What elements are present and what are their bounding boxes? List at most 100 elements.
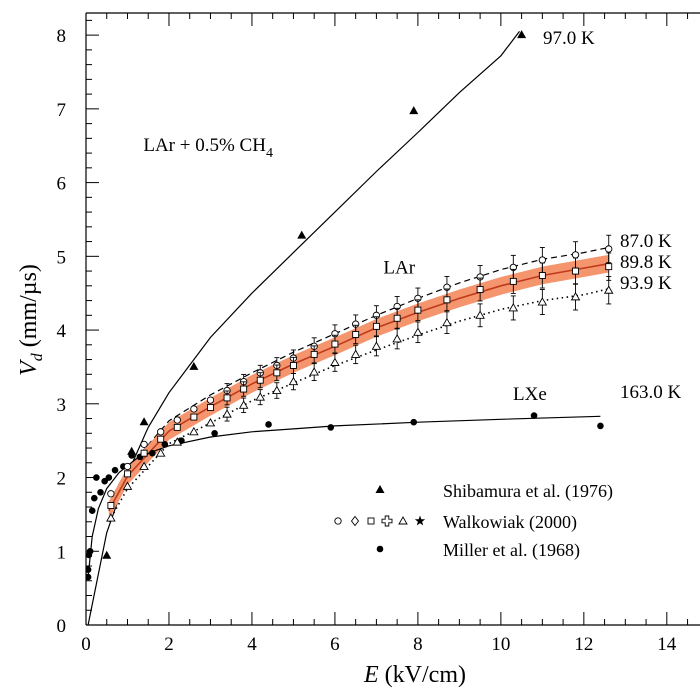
y-tick-label: 0: [57, 616, 67, 637]
plot-area: [86, 30, 614, 625]
data-point-shibamura: [409, 106, 419, 115]
x-axis-unit: (kV/cm): [379, 662, 466, 688]
fit-curve-1630k: [87, 415, 601, 578]
data-point-walkowiak: [352, 331, 360, 338]
data-point-walkowiak: [190, 413, 198, 421]
legend-label-walkowiak: Walkowiak (2000): [443, 512, 577, 533]
data-point-miller: [111, 466, 119, 474]
data-point-walkowiak: [123, 462, 132, 471]
uncertainty-band: [108, 254, 609, 520]
y-tick-label: 1: [57, 542, 67, 563]
data-point-walkowiak: [273, 369, 281, 377]
data-point-walkowiak: [222, 409, 232, 418]
data-point-walkowiak: [571, 251, 580, 259]
data-point-miller: [105, 474, 113, 481]
data-point-miller: [149, 449, 156, 457]
data-point-walkowiak: [371, 341, 382, 350]
data-point-walkowiak: [206, 396, 215, 404]
data-point-shibamura: [139, 417, 149, 426]
label-lar: LAr: [383, 257, 415, 278]
legend-marker-walkowiak-open-square: [367, 517, 375, 525]
data-point-walkowiak: [330, 357, 340, 366]
legend-marker-walkowiak-open-triangle: [398, 516, 408, 525]
data-point-miller: [97, 488, 104, 496]
y-tick-label: 8: [57, 26, 67, 47]
x-axis-var: E: [363, 662, 379, 688]
label-97k: 97.0 K: [543, 28, 595, 49]
x-tick-label: 8: [413, 634, 423, 655]
data-point-walkowiak: [605, 263, 613, 271]
legend: Shibamura et al. (1976) Walkowiak (2000) M…: [334, 481, 613, 561]
x-axis-title: E (kV/cm): [363, 662, 466, 688]
data-point-miller: [410, 418, 418, 426]
label-89-8k: 89.8 K: [620, 252, 672, 273]
data-point-walkowiak: [272, 385, 282, 394]
legend-label-shibamura: Shibamura et al. (1976): [443, 481, 613, 502]
data-point-walkowiak: [207, 404, 214, 411]
y-axis-var: V: [16, 359, 42, 376]
y-axis-unit: (mm/µs): [16, 264, 42, 353]
data-point-walkowiak: [508, 303, 519, 312]
data-point-miller: [90, 494, 98, 502]
data-point-walkowiak: [310, 350, 318, 358]
data-point-walkowiak: [442, 317, 452, 327]
data-point-walkowiak: [107, 490, 115, 498]
y-tick-label: 4: [57, 321, 67, 342]
data-point-walkowiak: [309, 367, 319, 376]
x-tick-label: 6: [330, 634, 340, 655]
data-point-walkowiak: [172, 437, 183, 446]
data-point-walkowiak: [140, 449, 148, 457]
data-point-walkowiak: [255, 392, 266, 401]
data-point-miller: [265, 421, 272, 428]
x-tick-label: 2: [164, 634, 174, 655]
data-point-walkowiak: [155, 448, 166, 457]
label-163k: 163.0 K: [620, 382, 682, 403]
x-tick-label: 14: [657, 634, 677, 655]
data-point-miller: [86, 566, 92, 573]
legend-marker-walkowiak-open-diamond: [350, 515, 360, 527]
y-tick-label: 2: [57, 469, 67, 490]
data-point-walkowiak: [572, 267, 579, 275]
data-point-walkowiak: [157, 428, 165, 436]
data-point-walkowiak: [139, 461, 149, 470]
data-point-walkowiak: [189, 426, 199, 436]
data-point-walkowiak: [537, 297, 548, 306]
y-tick-label: 3: [57, 395, 67, 416]
label-93-9k: 93.9 K: [620, 273, 672, 294]
data-point-walkowiak: [205, 418, 216, 427]
data-point-miller: [211, 429, 218, 437]
data-point-walkowiak: [393, 314, 401, 322]
data-point-shibamura: [517, 30, 527, 39]
label-87k: 87.0 K: [620, 231, 672, 252]
data-point-walkowiak: [223, 394, 231, 402]
data-point-shibamura: [297, 230, 307, 239]
y-tick-label: 5: [57, 247, 67, 268]
x-tick-label: 10: [491, 634, 510, 655]
data-point-miller: [86, 573, 92, 581]
data-point-walkowiak: [173, 416, 181, 424]
data-point-walkowiak: [603, 285, 614, 294]
data-point-walkowiak: [538, 272, 546, 279]
label-lar-ch4-main: LAr + 0.5% CH: [143, 135, 266, 156]
y-tick-label: 6: [57, 174, 67, 195]
data-point-walkowiak: [256, 376, 264, 384]
label-lar-ch4-sub: 4: [266, 146, 273, 161]
data-point-walkowiak: [570, 291, 581, 301]
legend-marker-walkowiak-open-cross: [381, 515, 393, 527]
data-point-walkowiak: [443, 296, 451, 304]
fit-curve-lar05ch4: [87, 31, 520, 625]
data-point-walkowiak: [288, 376, 299, 386]
data-point-walkowiak: [289, 362, 297, 369]
data-point-walkowiak: [414, 306, 422, 314]
data-point-walkowiak: [157, 435, 165, 443]
x-tick-label: 4: [247, 634, 257, 655]
data-point-miller: [530, 412, 538, 419]
legend-marker-miller: [376, 545, 384, 553]
data-point-miller: [88, 507, 96, 515]
data-point-walkowiak: [190, 405, 198, 413]
y-axis-title: Vd (mm/µs): [16, 264, 46, 376]
legend-marker-walkowiak-open-circle: [334, 517, 342, 525]
y-axis-sub: d: [29, 352, 46, 361]
data-point-walkowiak: [350, 349, 361, 358]
